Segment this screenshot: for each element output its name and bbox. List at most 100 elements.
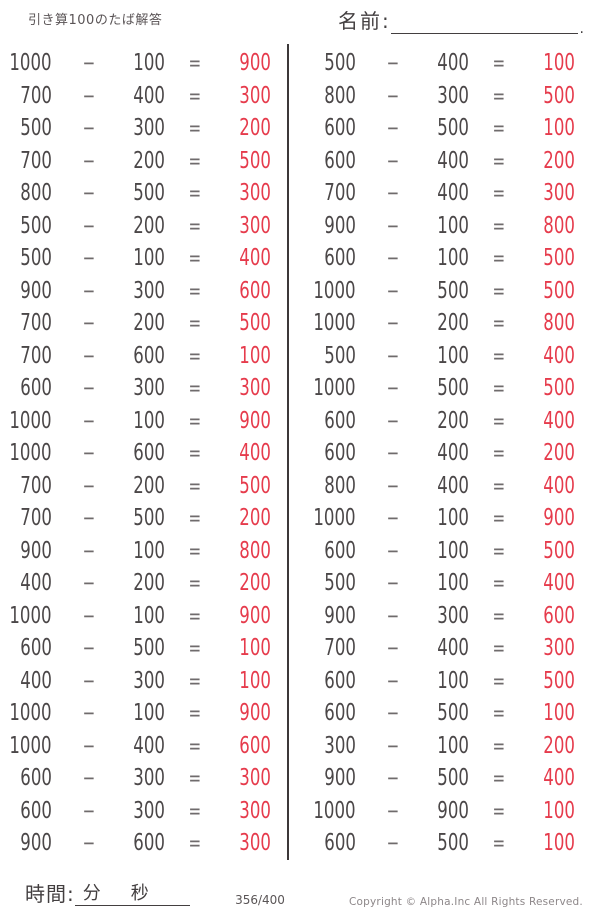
minuend-cell: 1000: [304, 505, 356, 531]
answer-cell: 400: [529, 570, 575, 596]
minuend-cell: 700: [0, 310, 52, 336]
minus-operator-cell: −: [356, 376, 429, 400]
minuend: 900: [324, 765, 356, 792]
minuend-cell: 1000: [304, 310, 356, 336]
minuend: 1000: [9, 602, 52, 629]
minuend-cell: 500: [304, 343, 356, 369]
minus-operator-cell: −: [52, 734, 125, 758]
equals-operator-cell: =: [165, 376, 225, 400]
answer-cell: 400: [225, 245, 271, 271]
minuend: 500: [324, 342, 356, 369]
equals-operator-cell: =: [469, 181, 529, 205]
minuend: 600: [20, 797, 52, 824]
problem-row: 800 − 500 = 300: [0, 177, 287, 210]
equals-operator: =: [188, 376, 202, 401]
subtrahend: 400: [437, 440, 469, 467]
page-number: 356/400: [235, 893, 285, 907]
copyright-text: Copyright © Alpha.Inc All Rights Reserve…: [349, 896, 583, 908]
equals-operator-cell: =: [165, 604, 225, 628]
minus-operator-cell: −: [356, 409, 429, 433]
problem-row: 1000 − 500 = 500: [304, 372, 585, 405]
answer: 600: [239, 732, 271, 759]
subtrahend-cell: 300: [125, 765, 165, 791]
equals-operator: =: [492, 408, 506, 433]
problem-row: 600 − 300 = 300: [0, 795, 287, 828]
problem-row: 900 − 100 = 800: [0, 535, 287, 568]
equals-operator: =: [492, 116, 506, 141]
minus-operator-cell: −: [356, 181, 429, 205]
subtrahend-cell: 500: [429, 115, 469, 141]
equals-operator: =: [188, 213, 202, 238]
subtrahend: 200: [133, 472, 165, 499]
minus-operator: −: [82, 603, 95, 628]
minus-operator-cell: −: [356, 279, 429, 303]
equals-operator: =: [492, 766, 506, 791]
minuend-cell: 900: [0, 278, 52, 304]
subtrahend: 300: [133, 375, 165, 402]
minus-operator-cell: −: [356, 571, 429, 595]
subtrahend-cell: 400: [429, 635, 469, 661]
time-label: 時間:: [25, 882, 75, 906]
subtrahend: 500: [437, 115, 469, 142]
problem-row: 900 − 100 = 800: [304, 210, 585, 243]
minuend: 1000: [313, 505, 356, 532]
subtrahend: 500: [133, 505, 165, 532]
minus-operator: −: [82, 343, 95, 368]
answer: 100: [543, 700, 575, 727]
name-field: 名前: .: [338, 6, 584, 36]
problem-row: 1000 − 600 = 400: [0, 437, 287, 470]
answer-cell: 300: [529, 180, 575, 206]
problem-row: 500 − 400 = 100: [304, 47, 585, 80]
minuend: 1000: [313, 277, 356, 304]
equals-operator: =: [492, 733, 506, 758]
equals-operator: =: [188, 343, 202, 368]
worksheet-title: 引き算100のたば解答: [28, 13, 163, 28]
answer-cell: 300: [225, 375, 271, 401]
minuend-cell: 400: [0, 668, 52, 694]
problem-row: 700 − 200 = 500: [0, 145, 287, 178]
subtrahend: 600: [133, 830, 165, 857]
subtrahend-cell: 600: [125, 440, 165, 466]
answer-cell: 400: [529, 343, 575, 369]
minus-operator-cell: −: [356, 84, 429, 108]
answer: 200: [239, 505, 271, 532]
problem-row: 900 − 300 = 600: [0, 275, 287, 308]
subtrahend: 200: [133, 310, 165, 337]
minus-operator-cell: −: [52, 831, 125, 855]
subtrahend-cell: 100: [429, 213, 469, 239]
problem-row: 400 − 300 = 100: [0, 665, 287, 698]
answer: 200: [239, 570, 271, 597]
minus-operator: −: [386, 798, 399, 823]
answer: 400: [239, 440, 271, 467]
subtrahend-cell: 200: [125, 473, 165, 499]
equals-operator: =: [188, 408, 202, 433]
minuend: 800: [20, 180, 52, 207]
minus-operator-cell: −: [52, 344, 125, 368]
subtrahend: 100: [133, 245, 165, 272]
equals-operator: =: [492, 246, 506, 271]
subtrahend: 200: [437, 310, 469, 337]
equals-operator: =: [188, 831, 202, 856]
minuend: 800: [324, 472, 356, 499]
answer: 500: [543, 537, 575, 564]
subtrahend: 100: [133, 700, 165, 727]
answer-cell: 800: [529, 310, 575, 336]
answer: 300: [239, 180, 271, 207]
minuend: 1000: [9, 440, 52, 467]
equals-operator: =: [188, 733, 202, 758]
answer: 100: [543, 830, 575, 857]
subtrahend-cell: 200: [429, 408, 469, 434]
minus-operator-cell: −: [52, 636, 125, 660]
subtrahend: 200: [133, 212, 165, 239]
equals-operator: =: [492, 148, 506, 173]
minuend-cell: 900: [0, 538, 52, 564]
equals-operator-cell: =: [469, 831, 529, 855]
minuend: 900: [324, 212, 356, 239]
problem-row: 500 − 100 = 400: [0, 242, 287, 275]
minus-operator-cell: −: [52, 441, 125, 465]
minuend: 1000: [9, 700, 52, 727]
minuend-cell: 500: [304, 570, 356, 596]
minus-operator: −: [386, 311, 399, 336]
answer-cell: 200: [225, 570, 271, 596]
name-label: 名前:: [338, 9, 391, 33]
